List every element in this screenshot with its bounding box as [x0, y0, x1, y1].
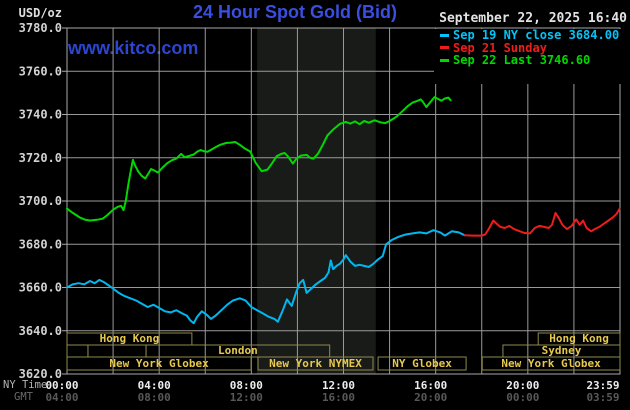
gmt-tick-label: 08:00: [138, 391, 171, 404]
session-label: Hong Kong: [549, 332, 609, 345]
gmt-tick-label: 04:00: [45, 391, 78, 404]
price-line-2: [66, 96, 452, 222]
session-label: New York Globex: [501, 357, 601, 370]
legend-backdrop: [434, 29, 624, 84]
y-axis-tick-label: 3740.0: [19, 108, 62, 122]
legend-label: Sep 19 NY close 3684.00: [453, 28, 620, 43]
y-axis-tick-label: 3620.0: [19, 367, 62, 381]
legend-dash-icon: [440, 46, 449, 50]
ny-time-tick-label: 04:00: [138, 379, 171, 392]
legend-label: Sep 22 Last 3746.60: [453, 53, 591, 68]
session-box: [377, 356, 467, 371]
y-axis-tick-label: 3640.0: [19, 324, 62, 338]
session-box: [66, 356, 252, 371]
session-box: [481, 356, 621, 371]
price-line-0: [66, 229, 466, 325]
legend-row: Sep 19 NY close 3684.00: [440, 28, 620, 43]
ny-time-tick-label: 12:00: [322, 379, 355, 392]
ny-time-tick-label: 00:00: [45, 379, 78, 392]
chart-datetime: September 22, 2025 16:40: [439, 11, 627, 26]
gmt-row-label: GMT: [14, 391, 33, 403]
price-line-1: [463, 208, 621, 237]
gmt-tick-label: 12:00: [230, 391, 263, 404]
y-axis-tick-label: 3680.0: [19, 237, 62, 251]
session-label: Hong Kong: [100, 332, 160, 345]
session-label: New York NYMEX: [269, 357, 362, 370]
gmt-tick-label: 20:00: [414, 391, 447, 404]
session-box: [66, 344, 89, 358]
y-axis-tick-label: 3780.0: [19, 21, 62, 35]
legend: Sep 19 NY close 3684.00 Sep 21 Sunday Sep …: [440, 28, 620, 68]
legend-row: Sep 21 Sunday: [440, 40, 619, 55]
legend-row: Sep 22 Last 3746.60: [440, 53, 619, 68]
chart-title: 24 Hour Spot Gold (Bid): [193, 2, 397, 22]
y-axis-tick-label: 3700.0: [19, 194, 62, 208]
y-axis-tick-label: 3660.0: [19, 281, 62, 295]
legend-dash-icon: [440, 58, 449, 62]
ny-time-tick-label: 16:00: [414, 379, 447, 392]
gmt-tick-label: 16:00: [322, 391, 355, 404]
legend-label: Sep 21 Sunday: [453, 40, 547, 55]
legend-dash-icon: [440, 33, 449, 37]
session-label: Sydney: [542, 344, 582, 357]
gmt-tick-label: 03:59: [586, 391, 619, 404]
ny-time-row-label: NY Time: [3, 379, 48, 391]
y-axis-tick-label: 3720.0: [19, 151, 62, 165]
ny-time-tick-label: 08:00: [230, 379, 263, 392]
ny-time-tick-label: 20:00: [506, 379, 539, 392]
session-box: [257, 356, 374, 371]
kitco-watermark-link[interactable]: www.kitco.com: [68, 38, 199, 58]
ny-time-tick-label: 23:59: [586, 379, 619, 392]
y-axis-tick-label: 3760.0: [19, 64, 62, 78]
gmt-tick-label: 00:00: [506, 391, 539, 404]
session-label: London: [218, 344, 258, 357]
session-box: [87, 344, 147, 358]
session-label: New York Globex: [109, 357, 209, 370]
y-axis-unit-label: USD/oz: [18, 6, 62, 20]
session-label: NY Globex: [392, 357, 452, 370]
